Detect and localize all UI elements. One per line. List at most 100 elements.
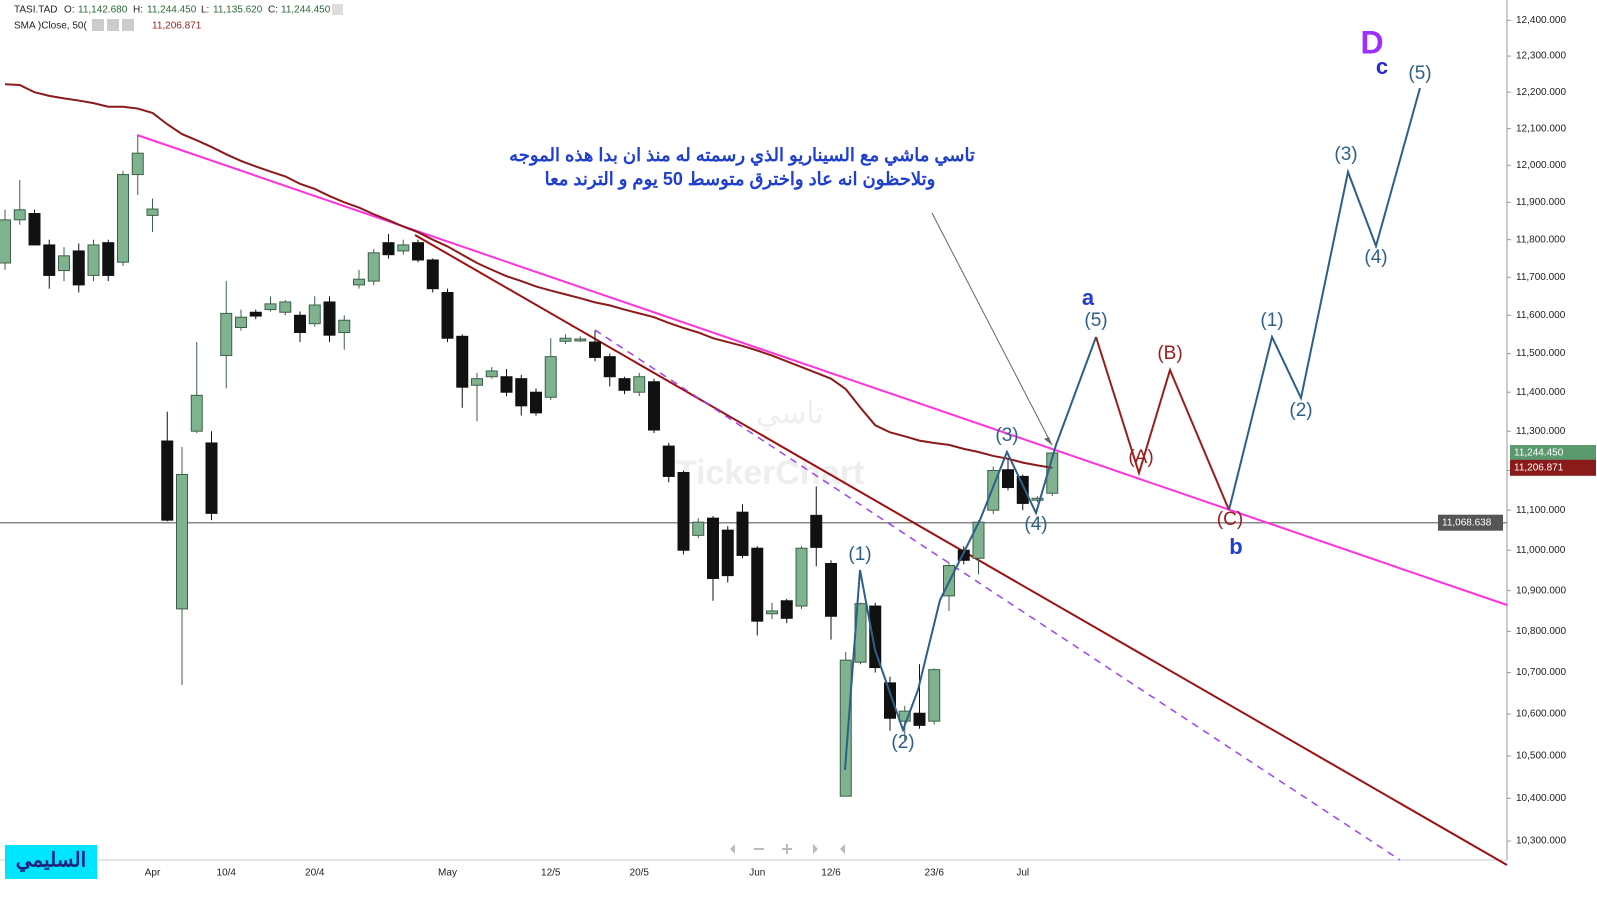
icon[interactable]: [107, 19, 119, 31]
candle-body: [456, 335, 469, 388]
candle-body: [884, 682, 896, 719]
candle-body: [190, 394, 203, 432]
candle-body: [751, 547, 764, 622]
candle-body: [633, 376, 646, 393]
x-tick-label: 20/4: [305, 868, 325, 879]
candle-body: [869, 605, 882, 669]
x-tick-label: Jun: [749, 868, 765, 879]
candle-body: [441, 291, 454, 339]
price-marker: [1510, 459, 1596, 476]
candle-body: [161, 440, 174, 521]
arrow-head: [1044, 437, 1052, 445]
candle-body: [1031, 497, 1044, 501]
trend-line: [136, 134, 1508, 606]
y-tick-label: 11,400.000: [1516, 387, 1566, 398]
wave-path: [1228, 87, 1421, 511]
candle-body: [692, 521, 705, 536]
candle-body: [235, 316, 247, 329]
candle-body: [648, 381, 660, 431]
candle-body: [249, 311, 262, 317]
y-tick-label: 11,300.000: [1516, 426, 1566, 437]
candle-body: [677, 471, 690, 551]
scroll-left[interactable]: [730, 844, 735, 854]
wave-label: (4): [1364, 247, 1387, 268]
zoom-out[interactable]: [754, 848, 764, 850]
candle-body: [1002, 469, 1014, 489]
icon[interactable]: [122, 19, 134, 31]
candle-body: [146, 208, 159, 216]
candle-body: [117, 174, 129, 263]
scroll-end[interactable]: [840, 844, 845, 854]
y-tick-label: 10,400.000: [1516, 793, 1566, 804]
y-tick-label: 11,600.000: [1516, 310, 1566, 321]
header-bg: [0, 0, 345, 34]
signature: السليمي: [16, 849, 86, 872]
y-tick-label: 10,600.000: [1516, 709, 1566, 720]
candle-body: [471, 378, 483, 386]
ohlc-label: C:: [268, 5, 278, 16]
y-tick-label: 11,000.000: [1516, 545, 1566, 556]
candle-body: [294, 314, 306, 333]
price-marker-label: 11,068.638: [1442, 517, 1492, 528]
zoom-in[interactable]: [786, 844, 788, 854]
y-tick-label: 12,400.000: [1516, 15, 1566, 26]
y-tick-label: 10,900.000: [1516, 585, 1566, 596]
ohlc-value: 11,244.450: [281, 5, 331, 16]
ohlc-value: 11,135.620: [213, 5, 263, 16]
y-tick-label: 10,300.000: [1516, 836, 1566, 847]
candle-body: [736, 511, 749, 556]
candle-body: [766, 610, 778, 615]
price-marker: [1438, 514, 1503, 531]
candle-body: [412, 242, 424, 261]
y-tick-label: 11,800.000: [1516, 234, 1566, 245]
candle-body: [28, 213, 41, 246]
y-tick-label: 10,500.000: [1516, 751, 1566, 762]
y-tick-label: 11,500.000: [1516, 348, 1566, 359]
candle-body: [898, 710, 911, 722]
wave-label: (C): [1217, 509, 1243, 530]
candle-body: [58, 255, 70, 272]
y-tick-label: 11,100.000: [1516, 505, 1566, 516]
ohlc-value: 11,142.680: [78, 5, 128, 16]
indicator-name: SMA )Close, 50(: [14, 21, 87, 32]
icon[interactable]: [332, 4, 343, 15]
candle-body: [810, 514, 823, 548]
x-tick-label: 20/5: [630, 868, 650, 879]
sma-line: [4, 83, 1053, 469]
candle-body: [825, 563, 837, 617]
candle-body: [72, 250, 85, 286]
candle-body: [220, 312, 233, 357]
wave-label: (5): [1084, 310, 1107, 331]
candle-body: [928, 669, 941, 722]
candle-body: [574, 338, 587, 342]
candle-body: [367, 252, 380, 282]
x-tick-label: 12/6: [821, 868, 841, 879]
x-tick-label: May: [438, 868, 457, 879]
candle-body: [589, 341, 601, 358]
y-tick-label: 11,700.000: [1516, 272, 1566, 283]
candle-body: [530, 391, 542, 414]
wave-label: (2): [1289, 400, 1312, 421]
icon[interactable]: [92, 19, 104, 31]
candle-body: [338, 319, 351, 333]
candle-body: [382, 242, 395, 256]
watermark: تاسي: [756, 397, 824, 430]
candle-body: [987, 470, 1000, 511]
ohlc-value: 11,244.450: [147, 5, 197, 16]
candle-body: [426, 259, 439, 290]
candle-body: [839, 659, 852, 797]
trend-line: [594, 329, 1401, 861]
candle-body: [323, 301, 336, 336]
x-tick-label: Apr: [145, 868, 161, 879]
candle-body: [205, 442, 218, 514]
candle-body: [308, 304, 321, 325]
scroll-right[interactable]: [813, 844, 818, 854]
candle-body: [102, 242, 115, 276]
y-tick-label: 12,100.000: [1516, 123, 1566, 134]
ohlc-label: H:: [133, 5, 143, 16]
candle-body: [397, 244, 410, 252]
x-tick-label: Jul: [1016, 868, 1029, 879]
wave-path: [1095, 336, 1230, 511]
arrow: [931, 212, 1053, 446]
